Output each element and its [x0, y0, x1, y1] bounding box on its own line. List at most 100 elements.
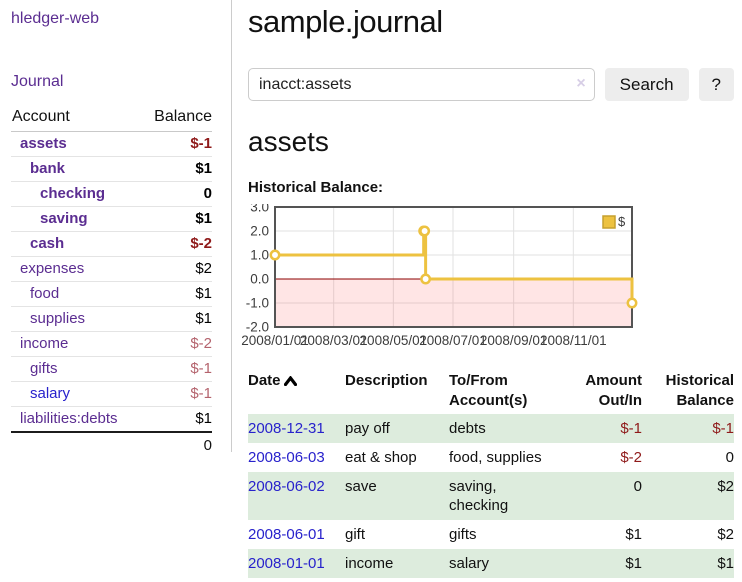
accounts-cell: food, supplies: [449, 449, 542, 466]
account-row: bank $1: [11, 156, 212, 181]
sort-ascending-icon: [282, 375, 298, 387]
x-axis-tick-label: 2008/07/01: [419, 333, 487, 348]
help-button[interactable]: ?: [698, 68, 734, 101]
register-table: Date Description To/From Account(s) Amou…: [248, 371, 734, 578]
date-cell: 2008-01-01: [248, 549, 345, 578]
balance-column-header: Balance: [154, 108, 212, 125]
sidebar: hledger-web Journal Account Balance asse…: [0, 0, 232, 454]
x-axis-tick-label: 2008/03/01: [300, 333, 368, 348]
historical-balance-chart[interactable]: $3.0 2.0 1.0 0.0 -1.0 -2.0 2008/01/01 2008/03/0…: [239, 200, 639, 354]
account-link[interactable]: bank: [30, 160, 66, 177]
legend-swatch: [602, 215, 616, 229]
account-row: food $1: [11, 281, 212, 306]
account-row: gifts $-1: [11, 356, 212, 381]
account-row: cash $-2: [11, 231, 212, 256]
account-link[interactable]: liabilities:debts: [20, 410, 118, 427]
account-row: assets $-1: [11, 132, 212, 156]
account-balance: $1: [195, 285, 212, 302]
balance-cell: $2: [717, 526, 734, 543]
account-row: checking 0: [11, 181, 212, 206]
search-input[interactable]: [248, 68, 595, 101]
clear-search-icon[interactable]: ×: [576, 75, 586, 92]
sidebar-item-journal[interactable]: Journal: [11, 73, 64, 90]
account-row: expenses $2: [11, 256, 212, 281]
register-header-row: Date Description To/From Account(s) Amou…: [248, 371, 734, 414]
account-link[interactable]: income: [20, 335, 69, 352]
account-balance: $1: [195, 160, 212, 177]
account-balance: $1: [195, 310, 212, 327]
account-link[interactable]: salary: [30, 385, 71, 402]
date-column-header[interactable]: Date: [248, 371, 345, 414]
accounts-cell: gifts: [449, 526, 477, 543]
register-row: 2008-06-01 gift gifts $1 $2: [248, 520, 734, 549]
account-column-header: Account: [12, 108, 70, 125]
register-row: 2008-06-02 save saving, checking 0 $2: [248, 472, 734, 520]
y-axis-tick-label: 1.0: [250, 248, 269, 263]
date-cell: 2008-06-02: [248, 472, 345, 520]
transaction-date-link[interactable]: 2008-06-02: [248, 478, 325, 495]
account-row: income $-2: [11, 331, 212, 356]
chart-canvas: $3.0 2.0 1.0 0.0 -1.0 -2.02008/01/012008/03/0…: [241, 200, 638, 348]
y-axis-tick-label: -2.0: [246, 320, 269, 335]
description-cell: income: [345, 555, 394, 572]
app-brand-link[interactable]: hledger-web: [11, 10, 100, 27]
account-link[interactable]: supplies: [30, 310, 86, 327]
amount-cell: $-1: [620, 420, 642, 437]
y-axis-tick-label: -1.0: [246, 296, 269, 311]
accounts-column-header: To/From Account(s): [449, 372, 528, 409]
account-balance: $-1: [190, 385, 212, 402]
transaction-date-link[interactable]: 2008-01-01: [248, 555, 325, 572]
balance-cell: $2: [717, 478, 734, 495]
transaction-date-link[interactable]: 2008-06-03: [248, 449, 325, 466]
account-balance: $-1: [190, 360, 212, 377]
chart-label: Historical Balance:: [248, 179, 384, 196]
account-link[interactable]: expenses: [20, 260, 85, 277]
account-row: supplies $1: [11, 306, 212, 331]
x-axis-tick-label: 2008/09/01: [480, 333, 548, 348]
balance-cell: $1: [717, 555, 734, 572]
description-cell: save: [345, 478, 377, 495]
main-content: sample.journal × Search ? assets Histori…: [232, 0, 742, 578]
account-link[interactable]: cash: [30, 235, 65, 252]
balance-cell: 0: [725, 449, 734, 466]
account-link[interactable]: gifts: [30, 360, 58, 377]
amount-column-header: Amount Out/In: [585, 372, 642, 409]
amount-cell: $1: [625, 526, 642, 543]
account-row: liabilities:debts $1: [11, 406, 212, 431]
account-balance: $1: [195, 410, 212, 427]
register-row: 2008-01-01 income salary $1 $1: [248, 549, 734, 578]
accounts-cell: salary: [449, 555, 490, 572]
account-row: salary $-1: [11, 381, 212, 406]
account-link[interactable]: food: [30, 285, 60, 302]
balance-column-header-register: Historical Balance: [665, 372, 734, 409]
legend-label: $: [618, 214, 626, 229]
account-balance: $-1: [190, 135, 212, 152]
account-balance: $-2: [190, 235, 212, 252]
search-button[interactable]: Search: [604, 68, 689, 101]
transaction-date-link[interactable]: 2008-06-01: [248, 526, 325, 543]
amount-cell: $-2: [620, 449, 642, 466]
account-link[interactable]: checking: [40, 185, 106, 202]
accounts-cell: debts: [449, 420, 486, 437]
y-axis-tick-label: 2.0: [250, 224, 269, 239]
y-axis-tick-label: 3.0: [250, 204, 269, 215]
description-cell: eat & shop: [345, 449, 417, 466]
description-column-header: Description: [345, 372, 428, 389]
date-cell: 2008-06-03: [248, 443, 345, 472]
date-cell: 2008-12-31: [248, 414, 345, 443]
register-row: 2008-12-31 pay off debts $-1 $-1: [248, 414, 734, 443]
transaction-date-link[interactable]: 2008-12-31: [248, 420, 325, 437]
x-axis-tick-label: 2008/01/01: [241, 333, 309, 348]
description-cell: pay off: [345, 420, 390, 437]
search-bar: × Search ?: [248, 68, 734, 101]
account-row: saving $1: [11, 206, 212, 231]
account-heading: assets: [248, 126, 329, 157]
amount-cell: 0: [633, 478, 642, 495]
account-link[interactable]: saving: [40, 210, 88, 227]
account-link[interactable]: assets: [20, 135, 67, 152]
accounts-balance-table: Account Balance assets $-1 bank $1 checking 0…: [11, 108, 212, 459]
page-title: sample.journal: [248, 4, 443, 39]
accounts-table-header: Account Balance: [11, 108, 212, 132]
account-balance: $-2: [190, 335, 212, 352]
register-row: 2008-06-03 eat & shop food, supplies $-2 0: [248, 443, 734, 472]
